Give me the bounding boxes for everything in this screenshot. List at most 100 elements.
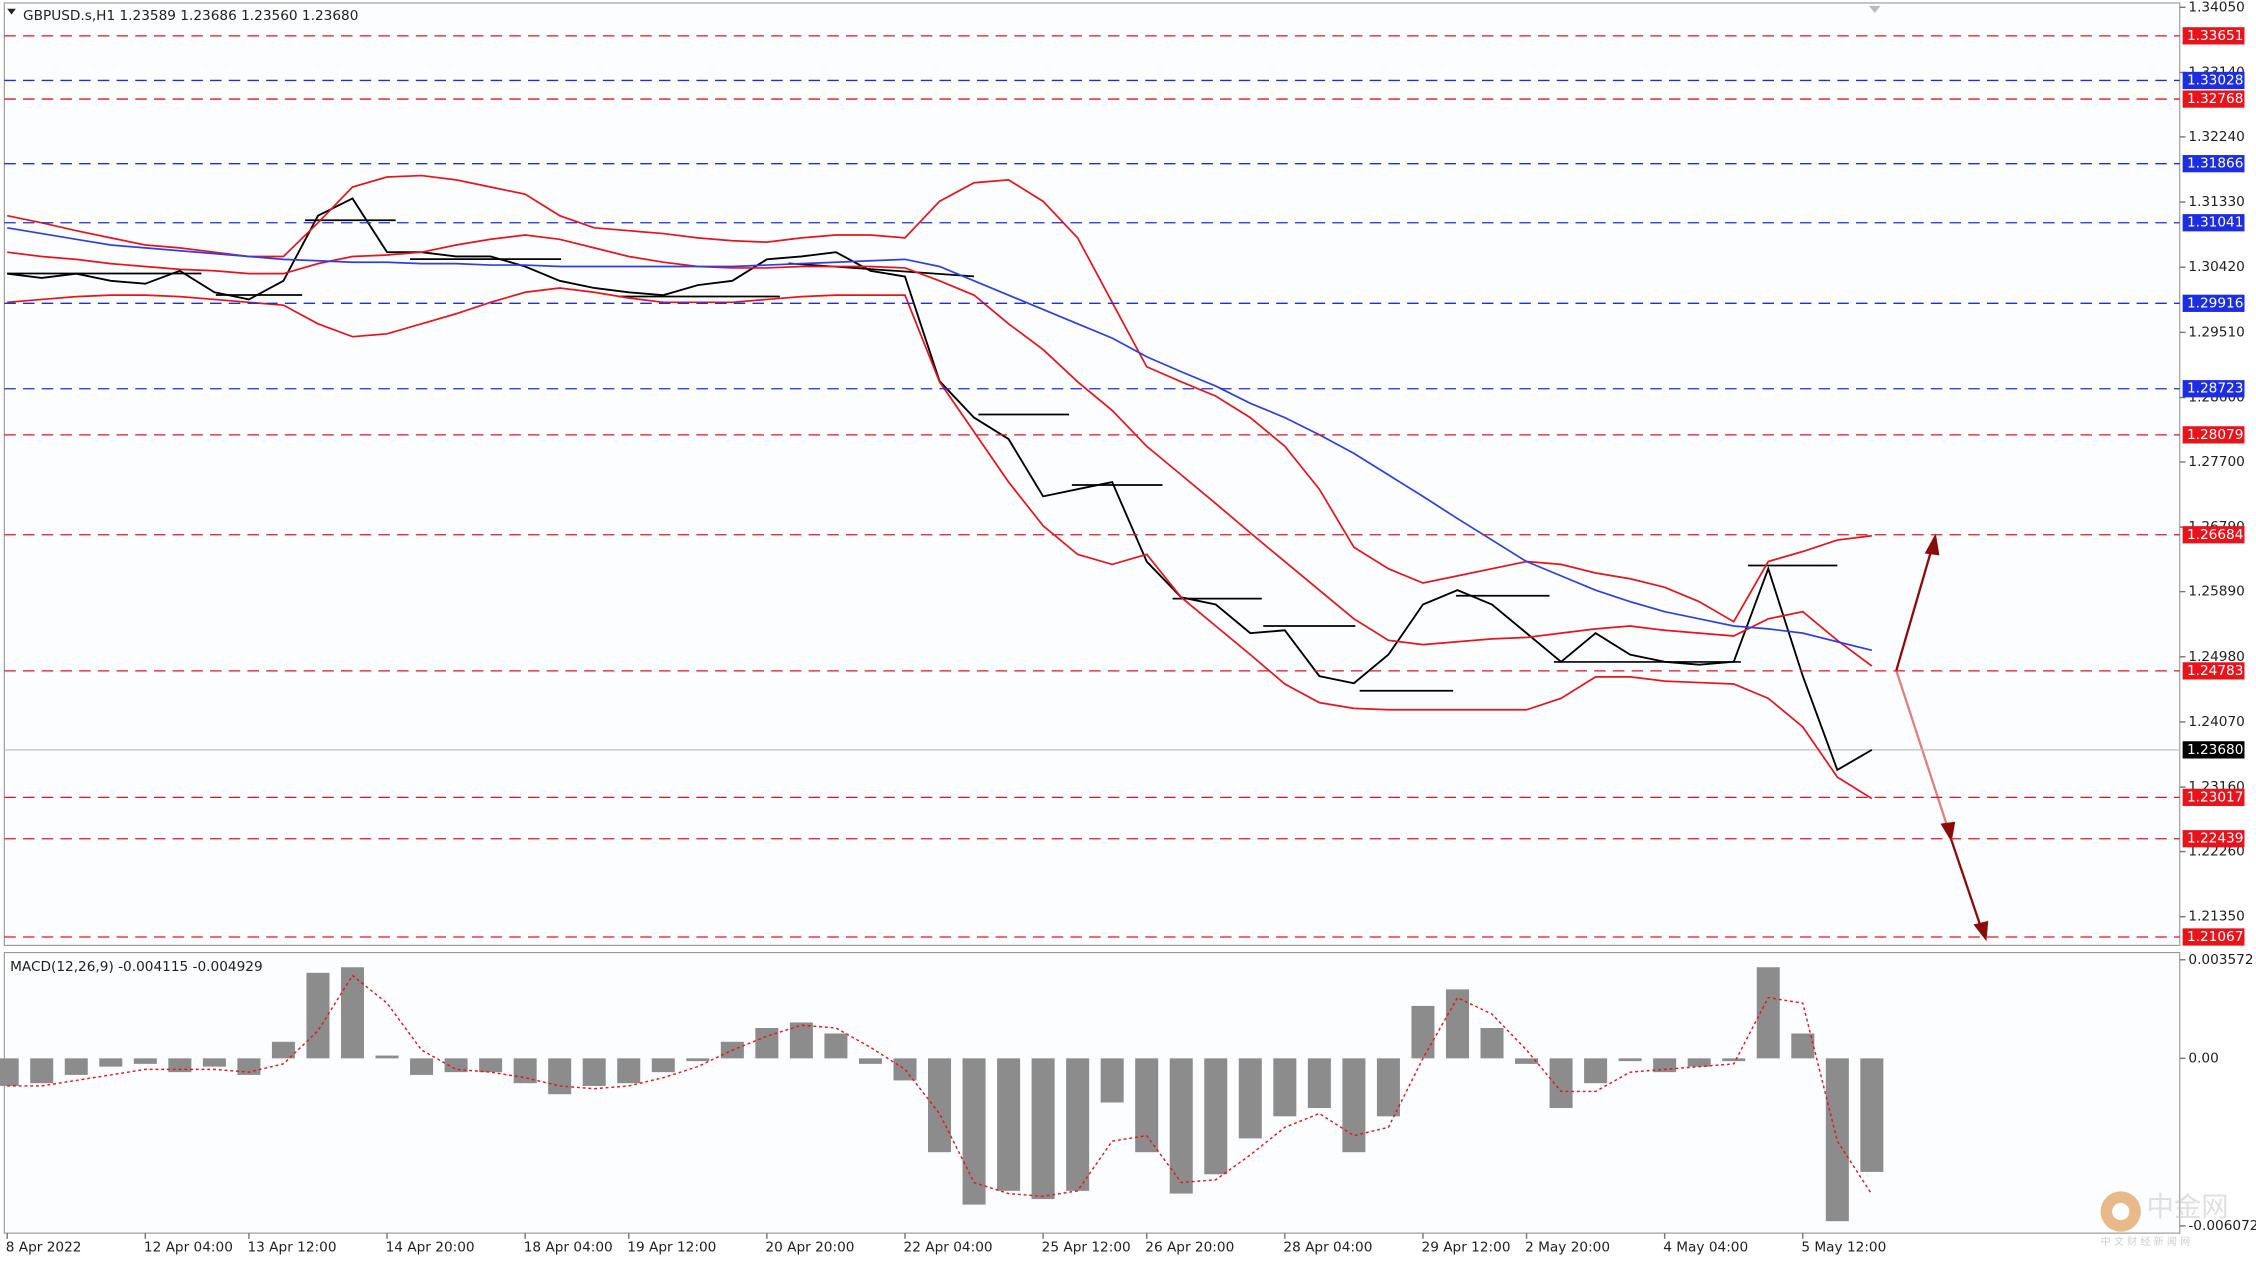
level-label: 1.31041 <box>2187 215 2243 231</box>
y-tick-label: 1.29510 <box>2188 324 2244 340</box>
x-tick-label: 12 Apr 04:00 <box>144 1240 233 1256</box>
x-tick-label: 5 May 12:00 <box>1801 1240 1886 1256</box>
indicator-line <box>7 174 1872 623</box>
level-label: 1.24783 <box>2187 663 2243 679</box>
macd-bar <box>1584 1058 1608 1084</box>
level-box <box>2182 788 2245 806</box>
level-box <box>2182 662 2245 680</box>
level-box <box>2182 928 2245 946</box>
y-tick-label: -0.006072 <box>2188 1218 2256 1234</box>
level-label: 1.33651 <box>2187 28 2243 44</box>
macd-bar <box>1687 1058 1711 1067</box>
y-tick-label: 0.00 <box>2188 1050 2218 1066</box>
y-tick-label: 1.32240 <box>2188 129 2244 145</box>
macd-bar <box>99 1058 123 1067</box>
level-label: 1.23017 <box>2187 789 2243 805</box>
macd-bar <box>1618 1058 1642 1062</box>
watermark-subtitle: 中 文 财 经 新 闻 网 <box>2101 1235 2191 1248</box>
macd-bar <box>1238 1058 1262 1139</box>
macd-bar <box>651 1058 675 1073</box>
macd-bar <box>340 967 365 1059</box>
macd-bar <box>893 1058 917 1081</box>
macd-bar <box>686 1058 710 1062</box>
macd-bar <box>1722 1058 1746 1062</box>
level-box <box>2182 155 2245 173</box>
symbol-dropdown[interactable] <box>7 8 16 15</box>
macd-bar <box>1411 1005 1435 1059</box>
macd-bar <box>375 1055 399 1059</box>
y-tick-label: 1.24070 <box>2188 714 2244 730</box>
macd-bar <box>1031 1058 1055 1200</box>
arrow-down <box>1949 838 1983 929</box>
macd-bar <box>202 1058 226 1067</box>
level-label: 1.32768 <box>2187 91 2243 107</box>
macd-bar <box>1515 1058 1539 1064</box>
macd-bar <box>1791 1033 1815 1059</box>
indicator-line <box>7 287 1873 800</box>
indicator-line <box>7 234 1873 667</box>
x-tick-label: 13 Apr 12:00 <box>247 1240 336 1256</box>
watermark-title: 中金网 <box>2147 1192 2229 1223</box>
macd-bar <box>1066 1058 1090 1191</box>
macd-bar <box>1756 967 1780 1059</box>
macd-bar <box>824 1033 848 1059</box>
macd-bar <box>1342 1058 1366 1153</box>
symbol-header: GBPUSD.s,H1 1.23589 1.23686 1.23560 1.23… <box>23 8 358 24</box>
macd-bar <box>582 1058 606 1086</box>
x-tick-label: 20 Apr 20:00 <box>765 1240 854 1256</box>
macd-bar <box>30 1058 54 1084</box>
macd-bar <box>1376 1058 1400 1117</box>
pivot-line <box>788 262 975 278</box>
arrow-up <box>1895 546 1934 671</box>
level-box <box>2182 27 2245 45</box>
macd-bar <box>1549 1058 1573 1109</box>
last-price-label: 1.23680 <box>2187 742 2243 758</box>
macd-bar <box>1480 1027 1504 1059</box>
x-tick-label: 2 May 20:00 <box>1525 1240 1610 1256</box>
level-box <box>2182 214 2245 232</box>
y-tick-label: 1.30420 <box>2188 259 2244 275</box>
level-box <box>2182 294 2245 312</box>
price-panel <box>3 2 2181 946</box>
level-label: 1.28723 <box>2187 381 2243 397</box>
macd-bar <box>1273 1058 1297 1117</box>
scroll-marker <box>1868 5 1881 14</box>
y-tick-label: 1.24980 <box>2188 649 2244 665</box>
arrow-head <box>1940 821 1956 843</box>
macd-bar <box>1307 1058 1331 1109</box>
level-box <box>2182 526 2245 544</box>
macd-bar <box>271 1041 295 1059</box>
macd-bar <box>64 1058 88 1075</box>
macd-bar <box>410 1058 434 1075</box>
macd-bar <box>617 1058 641 1084</box>
level-label: 1.29916 <box>2187 295 2243 311</box>
x-tick-label: 19 Apr 12:00 <box>627 1240 716 1256</box>
macd-title: MACD(12,26,9) -0.004115 -0.004929 <box>10 959 263 975</box>
x-tick-label: 14 Apr 20:00 <box>386 1240 475 1256</box>
watermark-logo <box>2112 1202 2130 1221</box>
indicator-line <box>7 226 1873 652</box>
y-tick-label: 0.003572 <box>2188 952 2253 968</box>
macd-panel <box>3 951 2181 1234</box>
macd-bar <box>513 1058 537 1084</box>
x-tick-label: 28 Apr 04:00 <box>1283 1240 1372 1256</box>
y-tick-label: 1.21350 <box>2188 909 2244 925</box>
macd-bar <box>962 1058 986 1205</box>
x-tick-label: 8 Apr 2022 <box>6 1240 82 1256</box>
macd-bar <box>1169 1058 1193 1194</box>
arrow-head <box>1973 920 1989 942</box>
last-price-box <box>2182 741 2245 759</box>
watermark: 中金网 中 文 财 经 新 闻 网 <box>2100 1191 2229 1248</box>
level-box <box>2182 426 2245 444</box>
macd-bar <box>444 1058 468 1073</box>
pivot-lines <box>7 219 1838 692</box>
macd-bar <box>1445 989 1469 1059</box>
signal-line <box>7 974 1873 1198</box>
macd-bar <box>755 1027 779 1059</box>
macd-bar <box>479 1058 503 1073</box>
macd-bar <box>1135 1058 1159 1153</box>
level-box <box>2182 830 2245 848</box>
level-label: 1.22439 <box>2187 831 2243 847</box>
level-label: 1.21067 <box>2187 929 2243 945</box>
